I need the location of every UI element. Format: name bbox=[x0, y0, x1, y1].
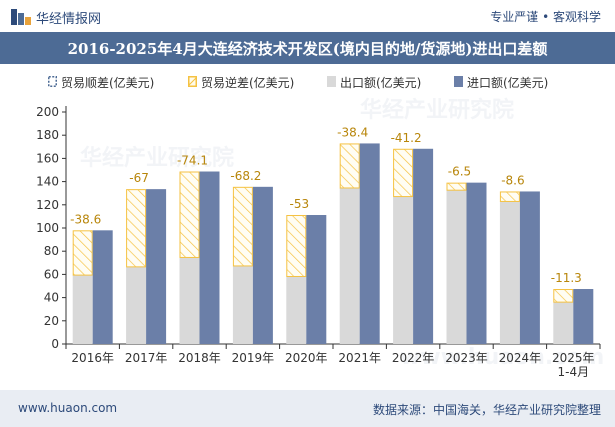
x-tick-label: 2023年 bbox=[445, 351, 488, 365]
legend-label: 贸易逆差(亿美元) bbox=[201, 76, 295, 90]
y-tick-label: 0 bbox=[51, 337, 59, 351]
x-tick-label: 2024年 bbox=[499, 351, 542, 365]
data-label: -11.3 bbox=[551, 271, 582, 285]
y-tick-label: 100 bbox=[36, 221, 59, 235]
footer: www.huaon.com 数据来源：中国海关，华经产业研究院整理 bbox=[0, 390, 615, 427]
top-bar: 华经情报网 专业严谨 • 客观科学 bbox=[0, 0, 615, 32]
export-bar bbox=[393, 196, 414, 344]
export-bar bbox=[339, 187, 360, 344]
data-label: -41.2 bbox=[391, 131, 422, 145]
y-tick-label: 120 bbox=[36, 198, 59, 212]
deficit-bar bbox=[339, 143, 360, 189]
export-bar bbox=[286, 276, 307, 344]
x-tick-label: 2025年 bbox=[552, 351, 595, 365]
footer-url[interactable]: www.huaon.com bbox=[18, 401, 118, 415]
data-label: -8.6 bbox=[501, 173, 524, 187]
data-label: -38.6 bbox=[70, 212, 101, 226]
x-tick-label: 2017年 bbox=[125, 351, 168, 365]
deficit-bar bbox=[393, 148, 414, 198]
tagline: 专业严谨 • 客观科学 bbox=[490, 10, 601, 24]
export-bar bbox=[553, 302, 574, 344]
y-tick-label: 200 bbox=[36, 105, 59, 119]
data-label: -53 bbox=[289, 197, 309, 211]
data-label: -38.4 bbox=[337, 125, 368, 139]
import-bar bbox=[519, 191, 540, 344]
import-bar bbox=[306, 215, 327, 344]
import-bar bbox=[573, 289, 594, 344]
huajing-logo-icon bbox=[11, 9, 31, 25]
export-swatch-icon bbox=[327, 76, 336, 87]
surplus-swatch-icon bbox=[48, 76, 57, 87]
import-bar bbox=[359, 143, 380, 344]
export-bar bbox=[499, 201, 520, 344]
x-tick-label: 2020年 bbox=[285, 351, 328, 365]
site-name: 华经情报网 bbox=[36, 12, 102, 27]
y-tick-label: 180 bbox=[36, 128, 59, 142]
import-bar bbox=[146, 189, 167, 344]
legend-label: 进口额(亿美元) bbox=[467, 76, 549, 90]
import-swatch-icon bbox=[454, 76, 463, 87]
deficit-swatch-icon bbox=[188, 76, 197, 87]
deficit-bar bbox=[72, 230, 93, 276]
data-labels: -38.6 -67 -74.1 -68.2 -53 -38.4 -41.2 -6.5 -8.6 -… bbox=[70, 125, 582, 285]
deficit-bar bbox=[446, 182, 467, 191]
import-bar bbox=[92, 230, 113, 344]
legend-label: 出口额(亿美元) bbox=[340, 76, 422, 90]
x-tick-label: 2016年 bbox=[71, 351, 114, 365]
deficit-bar bbox=[232, 186, 253, 267]
export-bar bbox=[232, 265, 253, 344]
export-bar bbox=[179, 257, 200, 344]
deficit-bar bbox=[286, 215, 307, 277]
export-bar bbox=[446, 190, 467, 344]
footer-source: 数据来源：中国海关，华经产业研究院整理 bbox=[372, 403, 601, 417]
import-bar bbox=[466, 182, 487, 344]
data-label: -67 bbox=[129, 171, 149, 185]
data-label: -74.1 bbox=[177, 154, 208, 168]
x-tick-label: 1-4月 bbox=[557, 365, 589, 379]
title-bar: 2016-2025年4月大连经济技术开发区(境内目的地/货源地)进出口差额 bbox=[0, 32, 615, 64]
import-bar bbox=[413, 148, 434, 344]
export-bar bbox=[72, 275, 93, 344]
y-tick-label: 160 bbox=[36, 151, 59, 165]
chart-title: 2016-2025年4月大连经济技术开发区(境内目的地/货源地)进出口差额 bbox=[67, 40, 548, 58]
deficit-bar bbox=[126, 189, 147, 268]
import-bar bbox=[199, 171, 220, 344]
data-label: -68.2 bbox=[230, 169, 261, 183]
legend-label: 贸易顺差(亿美元) bbox=[61, 76, 155, 90]
y-tick-label: 60 bbox=[44, 267, 59, 281]
y-tick-label: 80 bbox=[44, 244, 59, 258]
import-bar bbox=[252, 186, 273, 344]
bars bbox=[72, 143, 594, 344]
y-tick-label: 140 bbox=[36, 175, 59, 189]
x-tick-label: 2021年 bbox=[338, 351, 381, 365]
legend: 贸易顺差(亿美元) 贸易逆差(亿美元) 出口额(亿美元) 进口额(亿美元) bbox=[0, 72, 615, 92]
x-tick-label: 2018年 bbox=[178, 351, 221, 365]
export-bar bbox=[126, 266, 147, 344]
deficit-bar bbox=[553, 289, 574, 303]
deficit-bar bbox=[179, 171, 200, 258]
y-tick-label: 20 bbox=[44, 314, 59, 328]
chart-area: 0 20 40 60 80 100 120 140 160 180 200 2016年 2017年 201… bbox=[36, 105, 601, 379]
x-tick-label: 2022年 bbox=[392, 351, 435, 365]
x-tick-label: 2019年 bbox=[232, 351, 275, 365]
data-label: -6.5 bbox=[448, 165, 471, 179]
deficit-bar bbox=[499, 191, 520, 202]
y-tick-label: 40 bbox=[44, 291, 59, 305]
